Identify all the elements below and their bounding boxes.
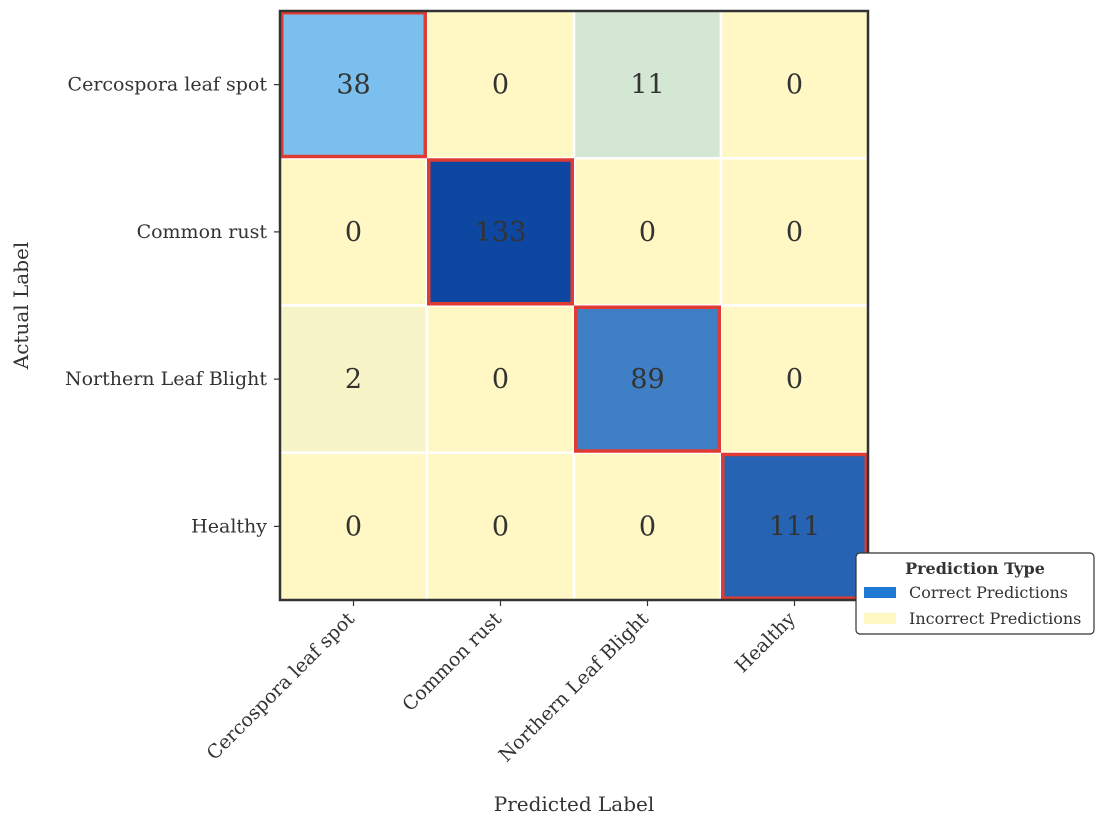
- legend-swatch-incorrect: [864, 613, 896, 624]
- cell-value-r0-c2: 11: [630, 70, 664, 101]
- legend-title: Prediction Type: [905, 559, 1045, 578]
- cell-value-r1-c1: 133: [475, 217, 527, 248]
- y-tick-label-0: Cercospora leaf spot: [68, 74, 268, 96]
- cell-value-r1-c2: 0: [639, 217, 656, 248]
- x-axis-title: Predicted Label: [494, 792, 655, 816]
- cell-value-r3-c0: 0: [345, 511, 362, 542]
- x-tick-label-2: Northern Leaf Blight: [495, 608, 654, 767]
- cell-value-r3-c3: 111: [769, 511, 821, 542]
- y-tick-label-1: Common rust: [137, 221, 268, 243]
- legend: Prediction Type Correct Predictions Inco…: [856, 553, 1094, 634]
- cell-value-r2-c0: 2: [345, 364, 362, 395]
- cell-value-r3-c1: 0: [492, 511, 509, 542]
- cell-value-r1-c0: 0: [345, 217, 362, 248]
- cell-value-r0-c3: 0: [786, 70, 803, 101]
- cell-value-r1-c3: 0: [786, 217, 803, 248]
- y-axis-title: Actual Label: [9, 242, 33, 370]
- cell-value-r0-c0: 38: [336, 70, 370, 101]
- legend-swatch-correct: [864, 587, 896, 598]
- legend-label-incorrect: Incorrect Predictions: [909, 609, 1081, 628]
- y-tick-label-2: Northern Leaf Blight: [65, 368, 267, 390]
- y-tick-label-3: Healthy: [191, 515, 267, 537]
- cell-value-r2-c3: 0: [786, 364, 803, 395]
- x-tick-label-3: Healthy: [731, 608, 800, 677]
- confusion-matrix-chart: 38 0 11 0 0 133 0 0 2 0 89 0 0 0 0 111 Cercospora leaf …: [0, 0, 1107, 827]
- cell-value-r2-c2: 89: [630, 364, 664, 395]
- x-tick-label-1: Common rust: [398, 608, 506, 716]
- legend-label-correct: Correct Predictions: [909, 583, 1068, 602]
- cell-value-r2-c1: 0: [492, 364, 509, 395]
- cell-value-r3-c2: 0: [639, 511, 656, 542]
- x-tick-label-0: Cercospora leaf spot: [202, 608, 359, 765]
- cell-value-r0-c1: 0: [492, 70, 509, 101]
